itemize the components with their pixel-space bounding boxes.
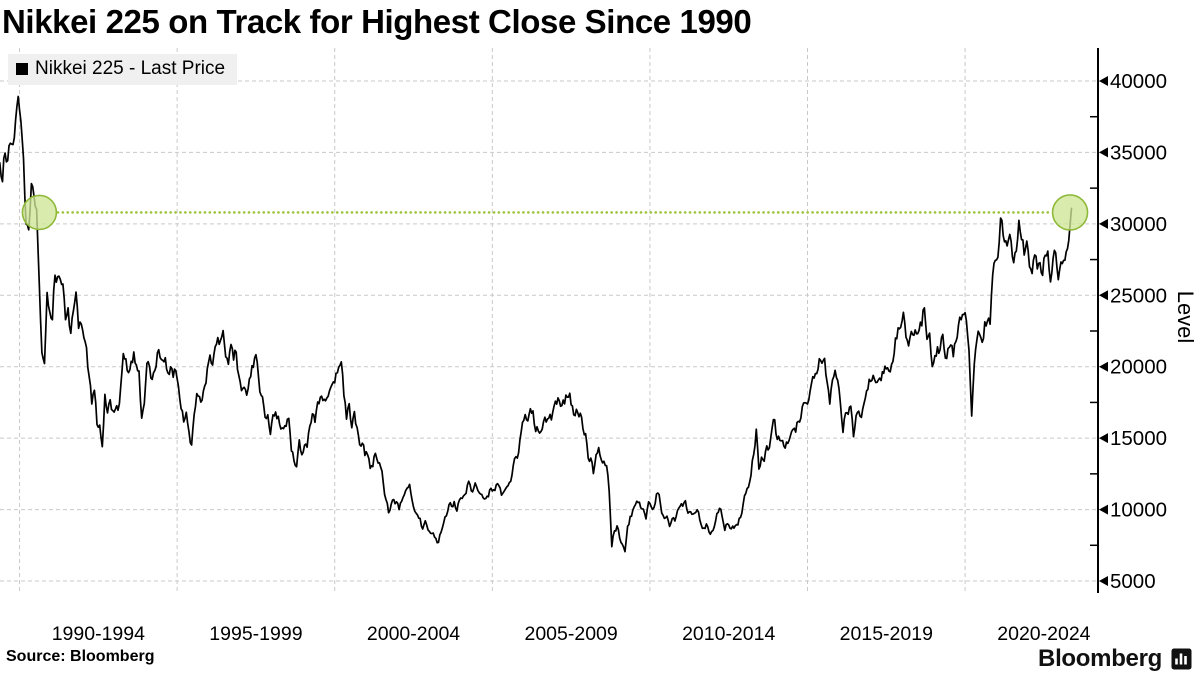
- y-tick-label: 25000: [1110, 284, 1167, 307]
- y-tick-label: 40000: [1110, 70, 1167, 93]
- y-tick-label: 5000: [1110, 570, 1156, 593]
- highlight-circle-1990: [21, 194, 58, 231]
- y-major-tick-icon: [1099, 361, 1108, 372]
- y-major-tick-icon: [1099, 504, 1108, 515]
- y-tick-label: 35000: [1110, 141, 1167, 164]
- x-tick-label: 2000-2004: [367, 623, 460, 645]
- y-major-tick-icon: [1099, 147, 1108, 158]
- x-tick-label: 1995-1999: [209, 623, 302, 645]
- x-tick-label: 2020-2024: [997, 623, 1090, 645]
- y-major-tick-icon: [1099, 218, 1108, 229]
- price-line: [0, 95, 1073, 553]
- y-major-tick-icon: [1099, 576, 1108, 586]
- legend-series-marker-icon: [16, 63, 28, 75]
- y-axis-title: Level: [1173, 291, 1198, 344]
- bloomberg-terminal-icon: [1171, 648, 1192, 670]
- y-tick-label: 20000: [1110, 356, 1167, 379]
- source-credit: Source: Bloomberg: [6, 648, 155, 665]
- x-tick-label: 2005-2009: [524, 623, 617, 645]
- y-tick-label: 10000: [1110, 499, 1167, 522]
- highlight-circle-current: [1051, 194, 1089, 231]
- y-major-tick-icon: [1099, 433, 1108, 444]
- x-tick-label: 2010-2014: [682, 623, 775, 645]
- x-tick-label: 1990-1994: [52, 623, 145, 645]
- page-title: Nikkei 225 on Track for Highest Close Si…: [2, 3, 752, 40]
- bloomberg-wordmark: Bloomberg: [1038, 645, 1162, 672]
- y-tick-label: 30000: [1110, 213, 1167, 236]
- x-tick-label: 2015-2019: [840, 623, 933, 645]
- legend-series-label: Nikkei 225 - Last Price: [35, 58, 226, 79]
- y-major-tick-icon: [1099, 76, 1108, 86]
- y-tick-label: 15000: [1110, 427, 1167, 450]
- legend: Nikkei 225 - Last Price: [8, 54, 238, 85]
- y-major-tick-icon: [1099, 290, 1108, 301]
- bloomberg-logo: Bloomberg: [1038, 645, 1192, 673]
